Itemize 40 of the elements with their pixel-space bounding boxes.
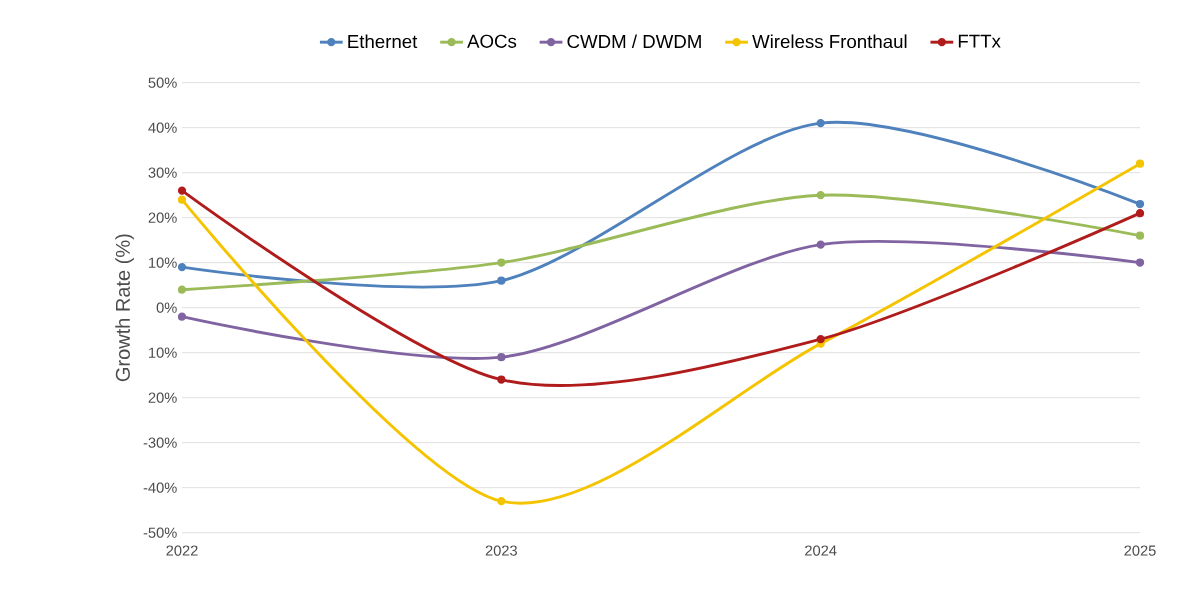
point xyxy=(177,312,187,321)
point xyxy=(177,195,187,204)
point xyxy=(177,263,187,272)
point xyxy=(1135,159,1145,168)
point xyxy=(497,375,506,384)
legend-label: AOCs xyxy=(467,34,517,48)
y-tick-label: -30% xyxy=(143,437,177,448)
point xyxy=(1135,200,1145,209)
x-tick-label: 2022 xyxy=(166,545,198,556)
legend-label: Wireless Fronthaul xyxy=(752,34,907,49)
point xyxy=(497,276,506,285)
point xyxy=(177,186,187,195)
point xyxy=(1135,231,1145,240)
point xyxy=(177,285,187,294)
point xyxy=(497,353,506,362)
x-tick-label: 2023 xyxy=(485,545,517,556)
legend-label: Ethernet xyxy=(348,34,418,49)
x-tick-label: 2025 xyxy=(1124,545,1156,556)
point xyxy=(816,191,825,200)
y-tick-label: -50% xyxy=(143,527,177,538)
y-tick-label: 40% xyxy=(148,122,177,133)
point xyxy=(816,335,825,344)
y-tick-label: 10% xyxy=(149,257,177,268)
y-tick-label: 20% xyxy=(148,212,177,223)
y-tick-label: 20% xyxy=(148,392,177,403)
y-tick-label: 30% xyxy=(148,167,177,178)
y-tick-label: -40% xyxy=(143,482,177,493)
y-tick-label: 10% xyxy=(149,347,177,358)
y-tick-label: 50% xyxy=(148,77,177,88)
point xyxy=(816,240,825,249)
point xyxy=(1135,258,1145,267)
point xyxy=(497,497,506,506)
y-axis-title: Growth Rate (%) xyxy=(115,234,134,382)
point xyxy=(1135,209,1145,218)
y-tick-label: 0% xyxy=(156,302,177,313)
x-tick-label: 2024 xyxy=(805,545,837,556)
point xyxy=(816,119,825,128)
legend-label: FTTx xyxy=(958,34,1001,48)
legend-label: CWDM / DWDM xyxy=(567,34,701,49)
point xyxy=(497,258,506,267)
